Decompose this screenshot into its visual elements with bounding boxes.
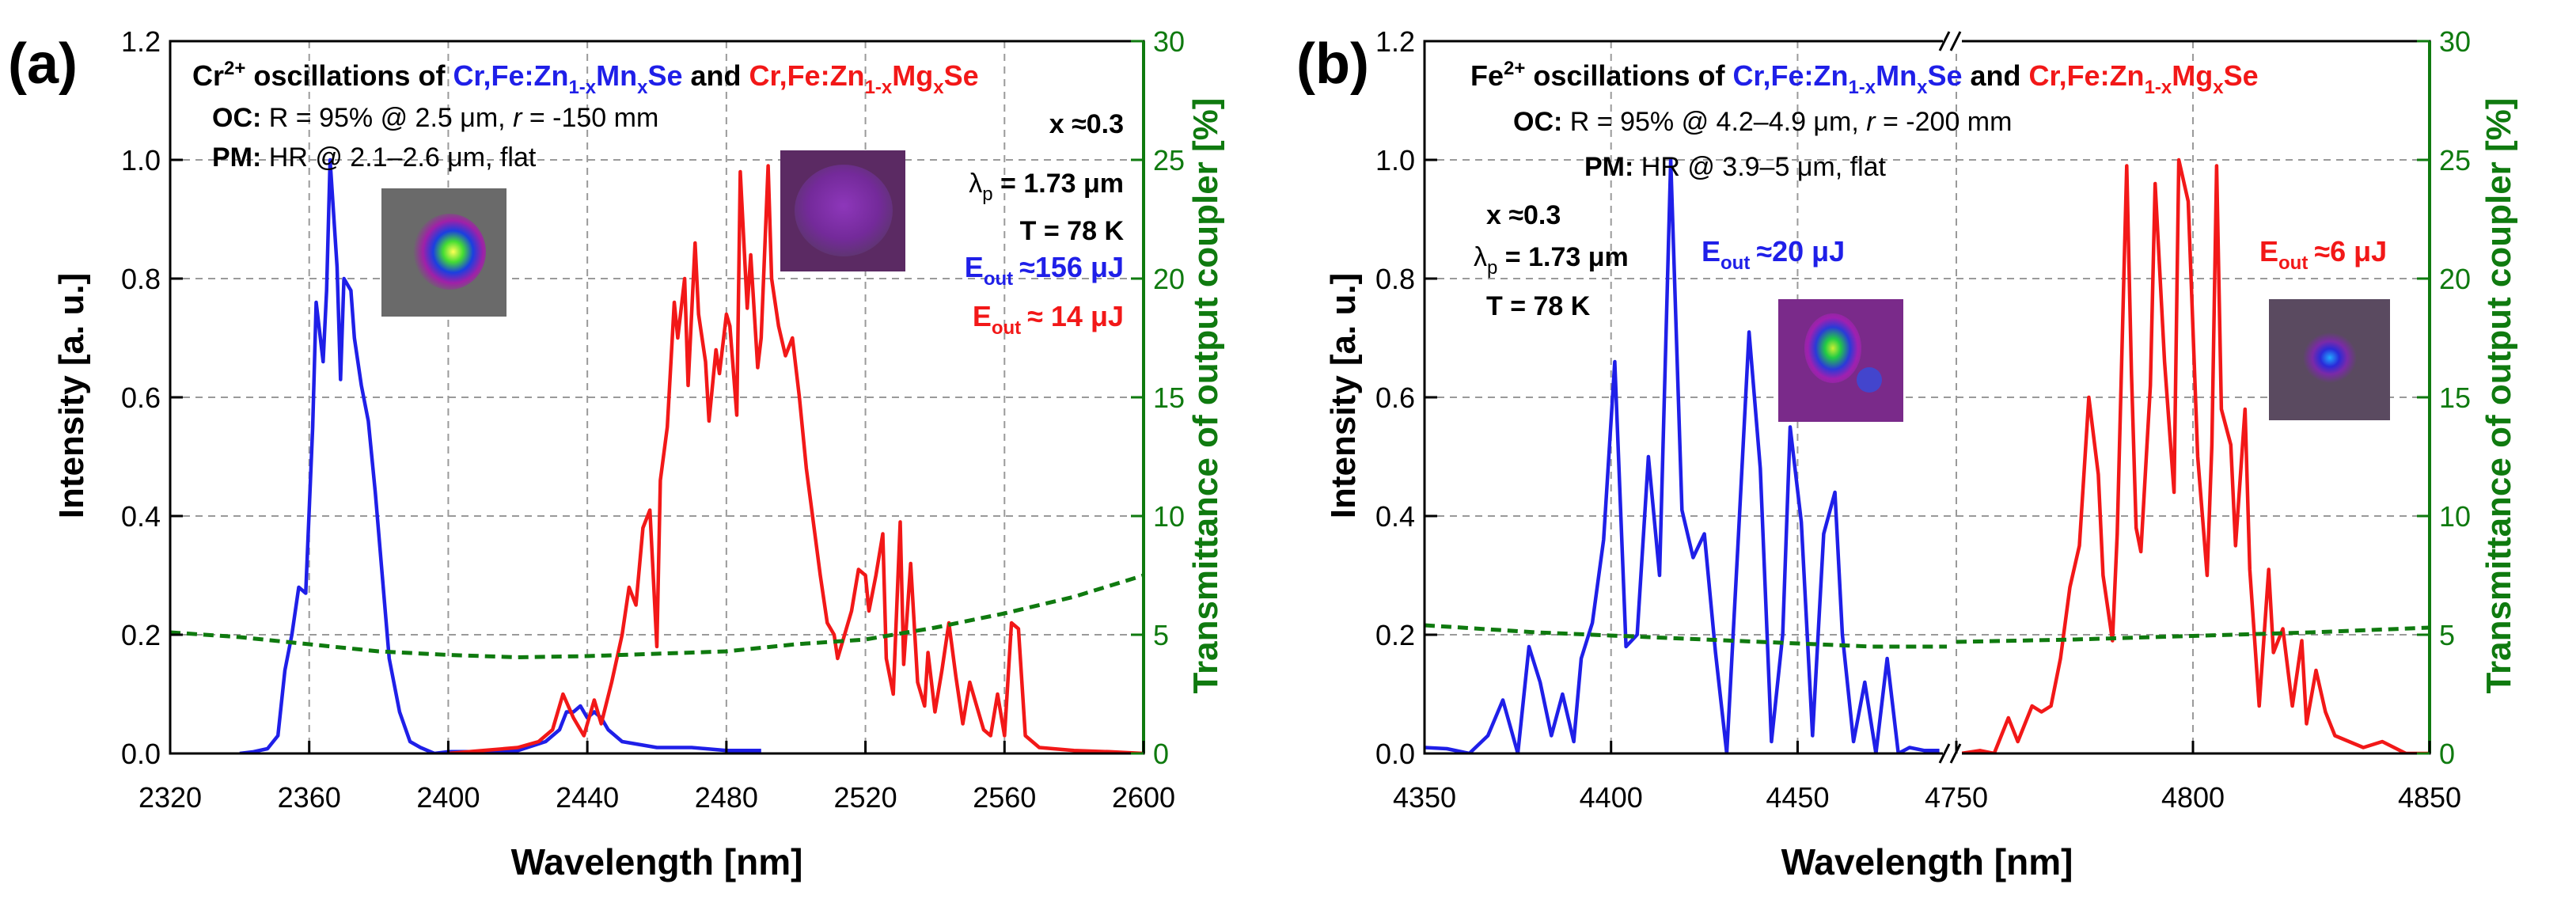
y2-axis-label-b: Transmittance of output coupler [%] [2479, 98, 2518, 694]
ticks-a: 2320 2360 2400 2440 2480 2520 2560 26000.00.20.… [121, 25, 1185, 814]
y-tick-label: 1.2 [1375, 25, 1415, 58]
eout-blue-a: Eout ≈156 μJ [965, 251, 1124, 290]
y2-tick-label: 15 [1153, 381, 1185, 414]
axis-break-top [1938, 31, 1962, 51]
beam-image-red-b [2269, 299, 2390, 420]
y2-tick-label: 10 [1153, 500, 1185, 533]
pm-line-a: PM: HR @ 2.1–2.6 μm, flat [212, 142, 537, 173]
pump-wavelength-b: λp = 1.73 μm [1474, 242, 1629, 279]
x-tick-label: 2480 [695, 781, 758, 814]
y2-tick-label: 0 [1153, 738, 1169, 770]
x-tick-label: 4400 [1580, 781, 1643, 814]
y-tick-label: 0.2 [121, 619, 161, 651]
x-tick-label: 2520 [834, 781, 897, 814]
x-tick-label: 4850 [2398, 781, 2461, 814]
series-left-segment [1425, 157, 1947, 753]
ticks-b: 4350 4400 4450 4750 4800 4850 0.0 0.2 0.4 0.6 0.8 1… [1375, 25, 2471, 814]
series-line-green [170, 573, 1144, 659]
x-tick-label: 2440 [556, 781, 619, 814]
y2-tick-label: 0 [2439, 738, 2455, 770]
x-axis-label-b: Wavelength [nm] [1781, 841, 2073, 882]
oc-line-a: OC: R = 95% @ 2.5 μm, r = -150 mm [212, 103, 658, 133]
beam-image-blue-a [381, 188, 506, 317]
title-b: Fe2+ oscillations of Cr,Fe:Zn1-xMnxSe an… [1470, 58, 2259, 98]
temperature-b: T = 78 K [1486, 291, 1591, 321]
series-line-blue [1425, 157, 1940, 753]
series-b [1425, 157, 2430, 753]
eout-red-a: Eout ≈ 14 μJ [973, 300, 1124, 339]
x-tick-label: 2560 [973, 781, 1036, 814]
series-line-green [1956, 625, 2430, 644]
y2-tick-label: 30 [1153, 25, 1185, 58]
series-line-green [1425, 623, 1947, 649]
panel-label-b: (b) [1296, 32, 1369, 96]
series-line-red [1960, 157, 2430, 753]
y-tick-label: 0.6 [121, 381, 161, 414]
y-tick-label: 0.6 [1375, 381, 1415, 414]
temperature-a: T = 78 K [1020, 216, 1125, 246]
y-axis-label-a: Intensity [a. u.] [52, 273, 91, 518]
eout-blue-b: Eout ≈20 μJ [1702, 235, 1845, 274]
x-composition-a: x ≈0.3 [1049, 109, 1124, 139]
series-line-red [448, 164, 1144, 753]
x-composition-b: x ≈0.3 [1486, 200, 1561, 230]
x-tick-label: 2400 [416, 781, 480, 814]
x-tick-label: 2320 [138, 781, 202, 814]
y2-axis-label-a: Transmittance of output coupler [%] [1186, 98, 1225, 694]
y-tick-label: 0.0 [121, 738, 161, 770]
y-tick-label: 0.4 [121, 500, 161, 533]
y-tick-label: 0.8 [121, 263, 161, 295]
title-a: Cr2+ oscillations of Cr,Fe:Zn1-xMnxSe an… [192, 58, 979, 98]
y2-tick-label: 20 [1153, 263, 1185, 295]
oc-line-b: OC: R = 95% @ 4.2–4.9 μm, r = -200 mm [1513, 107, 2012, 137]
y-axis-label-b: Intensity [a. u.] [1324, 273, 1363, 518]
eout-red-b: Eout ≈6 μJ [2259, 235, 2387, 274]
x-tick-label: 2360 [278, 781, 341, 814]
x-tick-label: 4750 [1925, 781, 1988, 814]
series-line-blue [239, 157, 761, 753]
y-tick-label: 0.0 [1375, 738, 1415, 770]
y-tick-label: 0.2 [1375, 619, 1415, 651]
panel-a: 2320 2360 2400 2440 2480 2520 2560 26000.00.20.… [8, 25, 1225, 882]
x-tick-label: 2600 [1112, 781, 1175, 814]
y2-tick-label: 20 [2439, 263, 2471, 295]
panel-label-a: (a) [8, 32, 78, 96]
series-right-segment [1956, 157, 2430, 753]
y2-tick-label: 25 [1153, 144, 1185, 176]
axis-break-bottom [1938, 743, 1962, 764]
series-a [170, 157, 1144, 753]
x-tick-label: 4450 [1766, 781, 1829, 814]
y2-tick-label: 25 [2439, 144, 2471, 176]
y2-tick-label: 5 [2439, 619, 2455, 651]
y2-tick-label: 5 [1153, 619, 1169, 651]
y2-tick-label: 15 [2439, 381, 2471, 414]
x-tick-label: 4350 [1393, 781, 1456, 814]
beam-image-blue-b [1778, 299, 1903, 422]
panel-b: 4350 4400 4450 4750 4800 4850 0.0 0.2 0.4 0.6 0.8 1… [1296, 25, 2518, 882]
beam-image-red-a [780, 150, 905, 271]
x-axis-label-a: Wavelength [nm] [511, 841, 803, 882]
pm-line-b: PM: HR @ 3.9–5 μm, flat [1584, 152, 1887, 182]
y2-tick-label: 30 [2439, 25, 2471, 58]
y-tick-label: 0.4 [1375, 500, 1415, 533]
y-tick-label: 1.0 [121, 144, 161, 176]
y2-tick-label: 10 [2439, 500, 2471, 533]
pump-wavelength-a: λp = 1.73 μm [969, 169, 1124, 205]
x-tick-label: 4800 [2161, 781, 2225, 814]
y-tick-label: 1.0 [1375, 144, 1415, 176]
y-tick-label: 0.8 [1375, 263, 1415, 295]
y-tick-label: 1.2 [121, 25, 161, 58]
